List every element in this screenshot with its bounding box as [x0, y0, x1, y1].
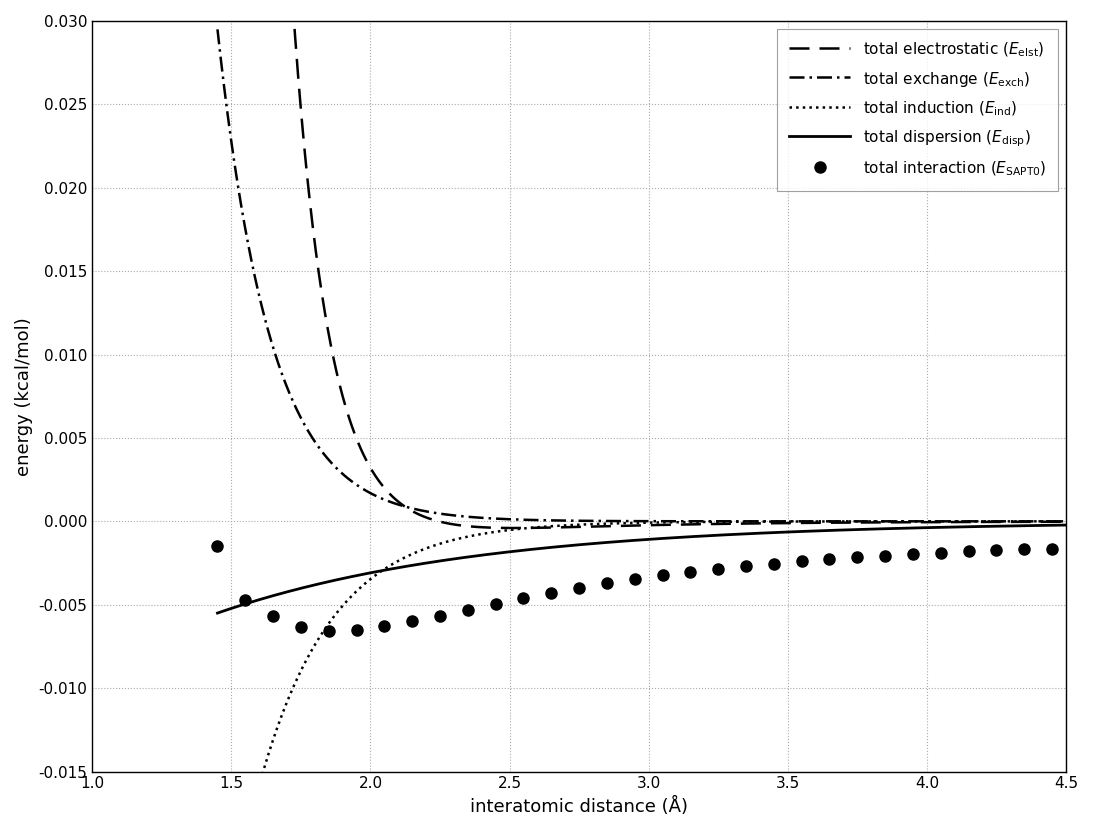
total exchange ($E_{\mathrm{exch}}$) [879, 516, 892, 526]
total dispersion ($E_{\mathrm{disp}}$) [1034, 520, 1047, 530]
total dispersion ($E_{\mathrm{disp}}$) [1059, 520, 1072, 530]
total electrostatic ($E_{\mathrm{elst}}$) [880, 518, 893, 528]
total dispersion ($E_{\mathrm{disp}}$) [1035, 520, 1048, 530]
Y-axis label: energy (kcal/mol): energy (kcal/mol) [15, 317, 33, 475]
total dispersion ($E_{\mathrm{disp}}$) [623, 536, 636, 546]
total interaction ($E_{\mathrm{SAPT0}}$) [489, 599, 502, 609]
total interaction ($E_{\mathrm{SAPT0}}$) [879, 551, 892, 561]
total interaction ($E_{\mathrm{SAPT0}}$) [517, 593, 530, 603]
total interaction ($E_{\mathrm{SAPT0}}$) [378, 622, 391, 632]
total electrostatic ($E_{\mathrm{elst}}$) [1035, 517, 1048, 527]
total interaction ($E_{\mathrm{SAPT0}}$) [1018, 544, 1031, 554]
total interaction ($E_{\mathrm{SAPT0}}$) [656, 570, 669, 580]
X-axis label: interatomic distance (Å): interatomic distance (Å) [470, 797, 689, 816]
total interaction ($E_{\mathrm{SAPT0}}$) [294, 622, 307, 632]
total interaction ($E_{\mathrm{SAPT0}}$) [544, 588, 557, 598]
Line: total induction ($E_{\mathrm{ind}}$): total induction ($E_{\mathrm{ind}}$) [218, 521, 1066, 831]
total exchange ($E_{\mathrm{exch}}$) [1035, 516, 1048, 526]
total dispersion ($E_{\mathrm{disp}}$) [255, 594, 268, 604]
total induction ($E_{\mathrm{ind}}$) [1034, 516, 1047, 526]
total interaction ($E_{\mathrm{SAPT0}}$) [406, 617, 419, 627]
total induction ($E_{\mathrm{ind}}$) [879, 516, 892, 526]
total interaction ($E_{\mathrm{SAPT0}}$) [238, 595, 251, 605]
total interaction ($E_{\mathrm{SAPT0}}$) [350, 625, 363, 635]
total electrostatic ($E_{\mathrm{elst}}$) [508, 523, 521, 533]
total interaction ($E_{\mathrm{SAPT0}}$) [322, 627, 336, 637]
total electrostatic ($E_{\mathrm{elst}}$) [1059, 517, 1072, 527]
total induction ($E_{\mathrm{ind}}$) [1035, 516, 1048, 526]
total induction ($E_{\mathrm{ind}}$) [255, 774, 268, 784]
total interaction ($E_{\mathrm{SAPT0}}$) [434, 611, 447, 621]
Legend: total electrostatic ($E_{\mathrm{elst}}$), total exchange ($E_{\mathrm{exch}}$),: total electrostatic ($E_{\mathrm{elst}}$… [777, 28, 1058, 190]
Line: total exchange ($E_{\mathrm{exch}}$): total exchange ($E_{\mathrm{exch}}$) [218, 29, 1066, 521]
total interaction ($E_{\mathrm{SAPT0}}$) [211, 540, 224, 550]
total induction ($E_{\mathrm{ind}}$) [1059, 516, 1072, 526]
total exchange ($E_{\mathrm{exch}}$) [1034, 516, 1047, 526]
total exchange ($E_{\mathrm{exch}}$) [211, 24, 224, 34]
Line: total interaction ($E_{\mathrm{SAPT0}}$): total interaction ($E_{\mathrm{SAPT0}}$) [212, 540, 1058, 637]
total exchange ($E_{\mathrm{exch}}$) [255, 297, 268, 307]
total electrostatic ($E_{\mathrm{elst}}$) [601, 521, 614, 531]
total exchange ($E_{\mathrm{exch}}$) [623, 516, 636, 526]
total interaction ($E_{\mathrm{SAPT0}}$) [767, 558, 780, 568]
total interaction ($E_{\mathrm{SAPT0}}$) [461, 605, 474, 615]
total induction ($E_{\mathrm{ind}}$) [623, 518, 636, 528]
total exchange ($E_{\mathrm{exch}}$) [1059, 516, 1072, 526]
total dispersion ($E_{\mathrm{disp}}$) [879, 524, 892, 534]
total interaction ($E_{\mathrm{SAPT0}}$) [600, 578, 613, 588]
total dispersion ($E_{\mathrm{disp}}$) [601, 538, 614, 548]
total interaction ($E_{\mathrm{SAPT0}}$) [850, 553, 863, 563]
total interaction ($E_{\mathrm{SAPT0}}$) [628, 574, 642, 584]
total interaction ($E_{\mathrm{SAPT0}}$) [935, 548, 948, 558]
total interaction ($E_{\mathrm{SAPT0}}$) [962, 546, 975, 556]
total induction ($E_{\mathrm{ind}}$) [601, 519, 614, 529]
total interaction ($E_{\mathrm{SAPT0}}$) [712, 564, 725, 574]
total electrostatic ($E_{\mathrm{elst}}$) [624, 521, 637, 531]
total interaction ($E_{\mathrm{SAPT0}}$) [823, 554, 836, 564]
total exchange ($E_{\mathrm{exch}}$) [601, 516, 614, 526]
total interaction ($E_{\mathrm{SAPT0}}$) [573, 583, 586, 593]
total interaction ($E_{\mathrm{SAPT0}}$) [990, 545, 1003, 555]
total interaction ($E_{\mathrm{SAPT0}}$) [267, 612, 280, 622]
Line: total electrostatic ($E_{\mathrm{elst}}$): total electrostatic ($E_{\mathrm{elst}}$… [218, 0, 1066, 528]
total interaction ($E_{\mathrm{SAPT0}}$) [795, 556, 808, 566]
total interaction ($E_{\mathrm{SAPT0}}$) [684, 567, 697, 577]
total interaction ($E_{\mathrm{SAPT0}}$) [1046, 543, 1059, 553]
total electrostatic ($E_{\mathrm{elst}}$) [1035, 517, 1048, 527]
total dispersion ($E_{\mathrm{disp}}$) [211, 608, 224, 618]
Line: total dispersion ($E_{\mathrm{disp}}$): total dispersion ($E_{\mathrm{disp}}$) [218, 525, 1066, 613]
total interaction ($E_{\mathrm{SAPT0}}$) [906, 549, 919, 559]
total interaction ($E_{\mathrm{SAPT0}}$) [740, 561, 753, 571]
